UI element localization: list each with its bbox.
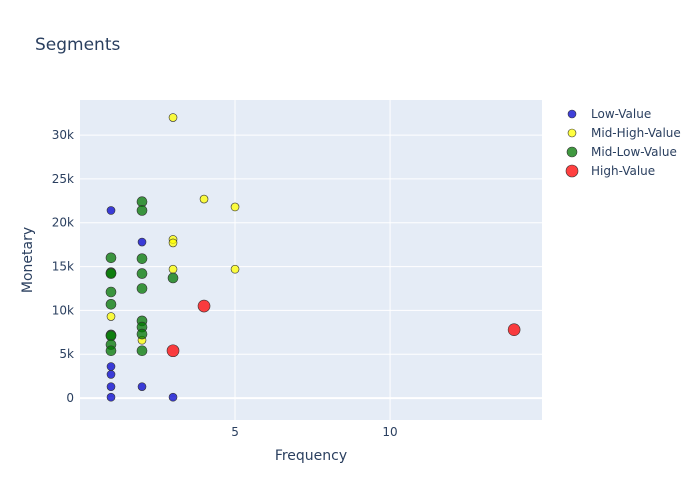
- chart-title: Segments: [35, 35, 121, 55]
- data-point-mid-high-value[interactable]: [230, 264, 240, 274]
- x-tick-label: 5: [231, 425, 239, 439]
- legend[interactable]: Low-Value Mid-High-Value Mid-Low-Value High…: [565, 107, 681, 178]
- data-point-mid-low-value[interactable]: [105, 345, 117, 357]
- data-point-low-value[interactable]: [106, 382, 116, 391]
- data-point-mid-low-value[interactable]: [105, 286, 117, 298]
- data-point-mid-low-value[interactable]: [167, 272, 179, 284]
- x-tick-label: 10: [382, 425, 397, 439]
- data-point-mid-low-value[interactable]: [136, 328, 148, 340]
- data-point-mid-low-value[interactable]: [136, 205, 148, 216]
- data-point-low-value[interactable]: [106, 362, 116, 371]
- data-point-mid-high-value[interactable]: [106, 312, 116, 321]
- data-point-mid-high-value[interactable]: [230, 202, 240, 212]
- data-point-mid-low-value[interactable]: [105, 252, 117, 264]
- data-point-mid-low-value[interactable]: [136, 345, 148, 357]
- data-point-low-value[interactable]: [106, 206, 116, 215]
- y-tick-label: 25k: [52, 172, 74, 186]
- legend-label[interactable]: Mid-High-Value: [591, 126, 681, 140]
- data-point-low-value[interactable]: [137, 237, 147, 247]
- legend-marker[interactable]: [567, 109, 577, 119]
- data-point-mid-high-value[interactable]: [199, 194, 209, 204]
- data-point-mid-low-value[interactable]: [105, 298, 117, 310]
- y-axis-title: Monetary: [20, 227, 36, 293]
- y-tick-label: 30k: [52, 128, 74, 142]
- gridlines: [80, 100, 542, 420]
- data-point-low-value[interactable]: [137, 382, 147, 391]
- legend-label[interactable]: Mid-Low-Value: [591, 145, 677, 159]
- x-axis-title: Frequency: [275, 448, 347, 464]
- data-point-mid-high-value[interactable]: [168, 264, 178, 274]
- data-point-low-value[interactable]: [106, 370, 116, 379]
- legend-marker[interactable]: [567, 128, 577, 138]
- data-point-high-value[interactable]: [166, 344, 180, 358]
- data-points: [105, 113, 521, 402]
- y-tick-label: 0: [66, 391, 74, 405]
- legend-label[interactable]: Low-Value: [591, 107, 651, 121]
- data-point-mid-low-value[interactable]: [136, 268, 148, 279]
- data-point-high-value[interactable]: [507, 323, 521, 336]
- y-tick-label: 15k: [52, 260, 74, 274]
- data-point-mid-low-value[interactable]: [136, 253, 148, 264]
- tick-labels: 0 5k 10k 15k 20k 25k 30k 5 10: [52, 128, 398, 439]
- legend-marker[interactable]: [565, 164, 579, 178]
- data-point-mid-high-value[interactable]: [168, 113, 178, 122]
- y-tick-label: 5k: [59, 347, 74, 361]
- data-point-mid-high-value[interactable]: [168, 238, 178, 248]
- data-point-high-value[interactable]: [197, 299, 211, 313]
- data-point-mid-low-value[interactable]: [136, 283, 148, 294]
- data-point-low-value[interactable]: [168, 392, 178, 402]
- legend-marker[interactable]: [566, 146, 578, 158]
- legend-label[interactable]: High-Value: [591, 164, 655, 178]
- y-tick-label: 10k: [52, 303, 74, 317]
- y-tick-label: 20k: [52, 216, 74, 230]
- data-point-low-value[interactable]: [106, 392, 116, 402]
- plot-area: [80, 100, 542, 420]
- data-point-mid-low-value[interactable]: [105, 268, 117, 279]
